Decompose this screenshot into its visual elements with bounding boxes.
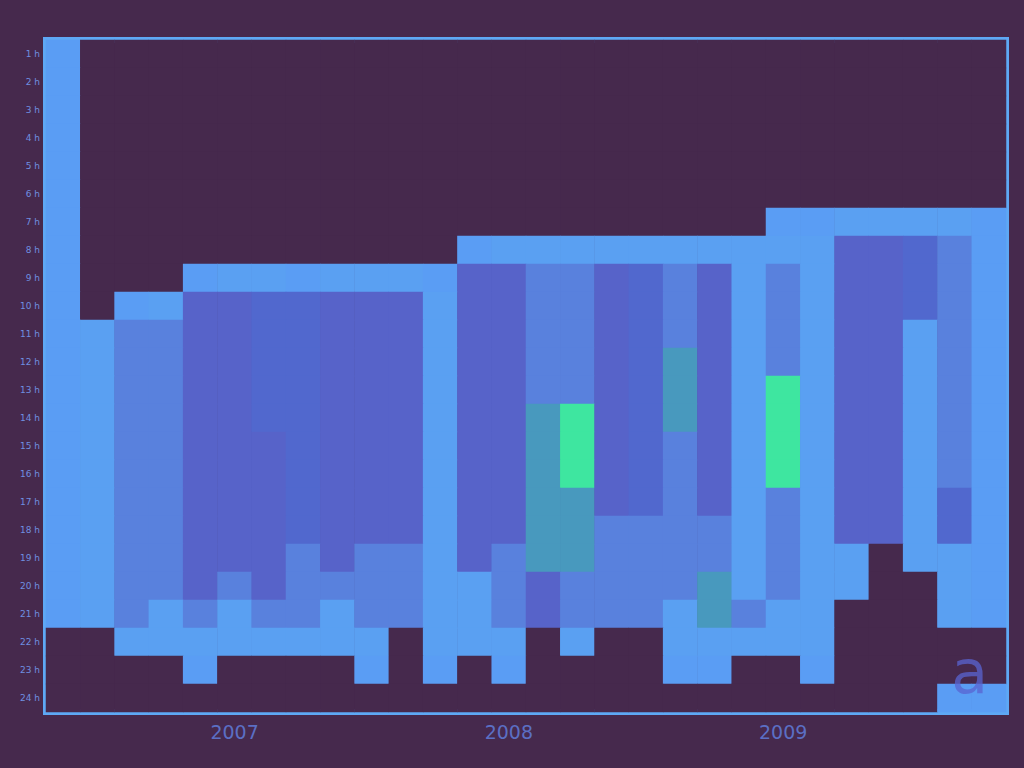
svg-text:11 h: 11 h — [20, 329, 40, 339]
svg-text:21 h: 21 h — [20, 609, 40, 619]
svg-text:19 h: 19 h — [20, 553, 40, 563]
svg-text:22 h: 22 h — [20, 637, 40, 647]
svg-text:2008: 2008 — [485, 721, 533, 743]
svg-text:18 h: 18 h — [20, 525, 40, 535]
svg-text:15 h: 15 h — [20, 441, 40, 451]
svg-text:17 h: 17 h — [20, 497, 40, 507]
svg-text:24 h: 24 h — [20, 693, 40, 703]
svg-text:5 h: 5 h — [26, 161, 40, 171]
svg-text:2007: 2007 — [210, 721, 258, 743]
svg-text:8 h: 8 h — [26, 245, 40, 255]
svg-text:2009: 2009 — [759, 721, 807, 743]
svg-text:1 h: 1 h — [26, 49, 40, 59]
svg-text:3 h: 3 h — [26, 105, 40, 115]
svg-text:a: a — [951, 637, 988, 707]
svg-text:23 h: 23 h — [20, 665, 40, 675]
svg-text:7 h: 7 h — [26, 217, 40, 227]
svg-text:9 h: 9 h — [26, 273, 40, 283]
svg-text:13 h: 13 h — [20, 385, 40, 395]
svg-text:16 h: 16 h — [20, 469, 40, 479]
svg-text:4 h: 4 h — [26, 133, 40, 143]
svg-text:14 h: 14 h — [20, 413, 40, 423]
svg-text:12 h: 12 h — [20, 357, 40, 367]
svg-text:2 h: 2 h — [26, 77, 40, 87]
svg-text:6 h: 6 h — [26, 189, 40, 199]
svg-text:10 h: 10 h — [20, 301, 40, 311]
svg-text:20 h: 20 h — [20, 581, 40, 591]
